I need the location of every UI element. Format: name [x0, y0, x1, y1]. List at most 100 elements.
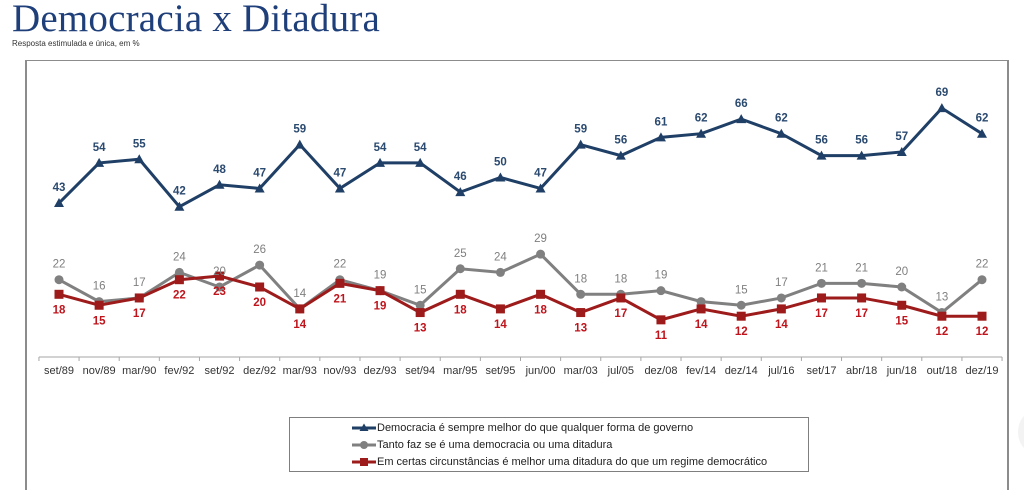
x-tick-label: dez/19	[965, 365, 998, 377]
data-label-ditadura: 18	[534, 304, 547, 316]
data-label-democracia: 54	[374, 142, 387, 154]
chart-frame	[25, 60, 1009, 490]
x-tick-label: mar/03	[564, 365, 598, 377]
triangle-marker-democracia	[134, 154, 145, 164]
square-marker-ditadura	[255, 282, 265, 292]
decorative-circle	[1018, 412, 1024, 452]
square-marker-ditadura	[977, 311, 987, 321]
circle-marker-tanto-faz	[576, 289, 586, 299]
data-label-ditadura: 21	[334, 293, 347, 305]
circle-marker-tanto-faz	[54, 275, 64, 285]
data-label-ditadura: 13	[414, 323, 427, 335]
data-label-ditadura: 17	[815, 308, 828, 320]
data-label-ditadura: 11	[655, 330, 668, 342]
data-label-democracia: 54	[414, 142, 427, 154]
data-label-ditadura: 15	[895, 315, 908, 327]
data-label-democracia: 59	[293, 124, 306, 136]
triangle-marker-democracia	[535, 183, 546, 193]
series-markers	[54, 103, 987, 325]
data-label-ditadura: 17	[133, 308, 146, 320]
triangle-marker-democracia	[54, 198, 64, 208]
data-label-democracia: 56	[855, 135, 868, 147]
square-marker-ditadura	[656, 315, 666, 325]
data-label-democracia: 46	[454, 171, 467, 183]
data-label-tanto-faz: 24	[494, 251, 507, 263]
circle-marker-tanto-faz	[977, 275, 987, 285]
square-marker-icon	[352, 458, 376, 466]
data-label-ditadura: 17	[855, 308, 868, 320]
triangle-marker-democracia	[736, 114, 747, 124]
circle-marker-tanto-faz	[536, 249, 546, 259]
data-label-democracia: 55	[133, 138, 146, 150]
triangle-marker-democracia	[977, 128, 987, 138]
data-labels: 43 54 55 42 48 47 59 47 54 54 46 50 47 59 56 61 62 66 62 56…	[53, 87, 989, 342]
legend-item-tanto-faz: Tanto faz se é uma democracia ou uma dit…	[352, 436, 612, 454]
circle-marker-tanto-faz	[857, 278, 867, 288]
data-label-ditadura: 12	[735, 326, 748, 338]
line-chart: set/89 nov/89 mar/90 fev/92 set/92 dez/92 mar/…	[38, 87, 1003, 377]
legend-label: Democracia é sempre melhor do que qualqu…	[377, 422, 694, 434]
x-tick-label: set/89	[44, 365, 74, 377]
data-label-tanto-faz: 22	[976, 259, 989, 271]
data-label-democracia: 57	[895, 131, 908, 143]
data-label-democracia: 47	[253, 167, 266, 179]
circle-marker-tanto-faz	[495, 267, 505, 277]
data-label-democracia: 56	[815, 135, 828, 147]
legend-label: Tanto faz se é uma democracia ou uma dit…	[377, 439, 613, 451]
data-label-ditadura: 18	[53, 304, 66, 316]
x-tick-label: nov/93	[323, 365, 356, 377]
x-tick-label: set/17	[806, 365, 836, 377]
data-label-tanto-faz: 21	[855, 262, 868, 274]
data-label-tanto-faz: 18	[574, 273, 587, 285]
triangle-marker-democracia	[94, 157, 105, 167]
data-label-democracia: 47	[334, 167, 347, 179]
triangle-marker-democracia	[334, 183, 345, 193]
square-marker-ditadura	[415, 308, 425, 318]
triangle-marker-democracia	[415, 157, 426, 167]
square-marker-ditadura	[816, 293, 826, 303]
square-marker-ditadura	[776, 304, 786, 314]
triangle-marker-democracia	[174, 201, 185, 211]
data-label-ditadura: 18	[454, 304, 467, 316]
triangle-marker-democracia	[776, 128, 787, 138]
x-tick-label: out/18	[927, 365, 958, 377]
data-label-democracia: 62	[775, 113, 788, 125]
x-tick-label: nov/89	[83, 365, 116, 377]
data-label-tanto-faz: 18	[614, 273, 627, 285]
triangle-marker-democracia	[696, 128, 707, 138]
x-tick-label: fev/92	[164, 365, 194, 377]
data-label-democracia: 42	[173, 186, 186, 198]
x-tick-label: set/94	[405, 365, 435, 377]
data-label-democracia: 56	[614, 135, 627, 147]
data-label-tanto-faz: 29	[534, 233, 547, 245]
data-label-tanto-faz: 22	[334, 259, 347, 271]
data-label-tanto-faz: 17	[133, 277, 146, 289]
legend-item-ditadura: Em certas circunstâncias é melhor uma di…	[352, 453, 767, 471]
square-marker-ditadura	[495, 304, 505, 314]
x-tick-label: mar/90	[122, 365, 156, 377]
data-label-democracia: 59	[574, 124, 587, 136]
circle-marker-tanto-faz	[255, 260, 265, 270]
data-label-tanto-faz: 26	[253, 244, 266, 256]
square-marker-ditadura	[576, 308, 586, 318]
square-marker-ditadura	[54, 289, 64, 299]
triangle-marker-democracia	[495, 172, 506, 182]
chart-subtitle: Resposta estimulada e única, em %	[12, 39, 140, 48]
square-marker-ditadura	[857, 293, 867, 303]
legend-label: Em certas circunstâncias é melhor uma di…	[377, 456, 768, 468]
data-label-ditadura: 14	[494, 319, 507, 331]
square-marker-ditadura	[897, 300, 907, 310]
data-label-democracia: 54	[93, 142, 106, 154]
square-marker-ditadura	[536, 289, 546, 299]
data-label-tanto-faz: 20	[895, 266, 908, 278]
data-label-ditadura: 14	[775, 319, 788, 331]
square-marker-ditadura	[295, 304, 305, 314]
circle-marker-tanto-faz	[455, 264, 465, 274]
data-label-democracia: 43	[53, 182, 66, 194]
data-label-ditadura: 15	[93, 315, 106, 327]
x-tick-label: dez/92	[243, 365, 276, 377]
triangle-marker-democracia	[655, 132, 666, 142]
data-label-tanto-faz: 13	[935, 292, 948, 304]
triangle-marker-democracia	[375, 157, 386, 167]
x-tick-label: dez/14	[725, 365, 758, 377]
